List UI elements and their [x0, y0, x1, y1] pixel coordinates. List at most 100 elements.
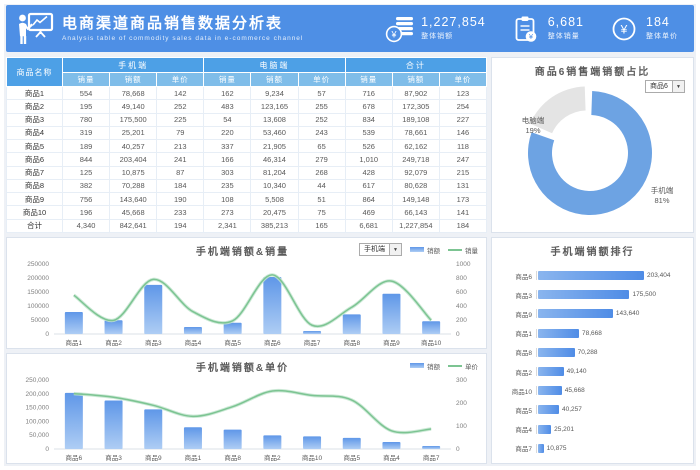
value-cell: 196	[61, 205, 111, 220]
value-cell: 215	[438, 165, 488, 180]
value-cell: 20,475	[250, 205, 299, 220]
ranking-row: 商品2 49,140	[500, 362, 687, 381]
value-cell: 172,305	[391, 99, 440, 114]
value-cell: 539	[344, 125, 393, 141]
value-cell: 254	[438, 99, 488, 114]
left-axis-tick: 50000	[31, 317, 49, 324]
value-cell: 252	[297, 112, 346, 127]
line-series	[73, 389, 432, 434]
bar	[422, 445, 441, 449]
ranking-bar-track: 203,404	[536, 271, 687, 281]
ranking-category-label: 商品6	[515, 273, 532, 281]
bar	[263, 277, 282, 334]
bar	[342, 314, 361, 334]
donut-title: 商品6销售端销额占比	[534, 67, 651, 78]
ranking-row: 商品8 70,288	[500, 343, 687, 362]
bar	[104, 400, 123, 449]
product-name-cell: 商品9	[6, 192, 63, 207]
product-filter-dropdown[interactable]: 商品6 ▼	[645, 80, 685, 93]
ranking-row: 商品9 143,640	[500, 304, 687, 323]
x-axis-label: 商品3	[145, 338, 162, 347]
legend-sales-amount: 销额	[410, 245, 440, 255]
value-cell: 233	[156, 205, 205, 220]
ranking-value-label: 70,288	[577, 348, 598, 356]
ranking-bar	[538, 367, 564, 377]
value-cell: 65	[297, 139, 346, 154]
banner-titles: 电商渠道商品销售数据分析表 Analysis table of commodit…	[62, 15, 303, 42]
x-axis-label: 商品2	[105, 338, 122, 347]
chevron-down-icon[interactable]: ▼	[389, 244, 401, 255]
bar	[382, 442, 401, 449]
product-name-cell: 商品2	[6, 99, 63, 114]
ranking-category-label: 商品3	[515, 292, 532, 300]
ranking-bar	[538, 347, 575, 357]
product-filter-value: 商品6	[650, 83, 668, 90]
value-cell: 184	[156, 178, 205, 194]
chart-unit-price-panel: 手机端销额&单价 销额 单价 0 50,000 100,000 150,000 200,…	[6, 353, 487, 464]
value-cell: 87	[156, 165, 205, 180]
right-axis-tick: 800	[456, 275, 467, 282]
clipboard-yen-icon: ¥	[512, 15, 542, 43]
bar	[183, 427, 202, 449]
ranking-category-label: 商品7	[515, 446, 532, 454]
channel-filter-value: 手机端	[364, 246, 385, 253]
page-title: 电商渠道商品销售数据分析表	[62, 15, 284, 32]
value-cell: 227	[438, 112, 488, 127]
right-axis-tick: 300	[456, 377, 467, 384]
left-axis-tick: 250000	[27, 261, 49, 268]
right-axis-tick: 1000	[456, 261, 471, 268]
value-cell: 716	[344, 85, 393, 101]
kpi-total-sales-volume: ¥ 6,681 整体销量	[512, 15, 584, 43]
left-axis-tick: 50,000	[29, 432, 49, 439]
x-axis-label: 商品2	[264, 453, 281, 462]
bar	[263, 435, 282, 449]
ranking-category-label: 商品1	[515, 331, 532, 339]
x-axis-label: 商品6	[66, 453, 83, 462]
value-cell: 78,661	[391, 125, 440, 141]
value-cell: 162	[203, 85, 252, 101]
ranking-value-label: 45,668	[564, 387, 585, 395]
value-cell: 4,340	[61, 218, 111, 234]
value-cell: 319	[61, 125, 111, 141]
value-cell: 141	[438, 205, 488, 220]
chevron-down-icon[interactable]: ▼	[672, 81, 684, 92]
ranking-bar	[538, 328, 579, 338]
left-axis-tick: 0	[45, 446, 49, 453]
kpi-value: 1,227,854	[421, 15, 486, 29]
x-axis-label: 商品3	[105, 453, 122, 462]
column-group-header: 手机端	[61, 57, 205, 73]
line-series	[73, 274, 432, 328]
ranking-bar-track: 25,201	[536, 424, 687, 434]
column-group-header: 合计	[344, 57, 488, 73]
value-cell: 678	[344, 99, 393, 114]
value-cell: 213	[156, 139, 205, 154]
column-sub-header: 单价	[438, 72, 488, 87]
total-row: 合计 4,340 842,641 194 2,341 385,213 165 6,681 1,2…	[6, 218, 488, 234]
value-cell: 118	[438, 139, 488, 154]
value-cell: 469	[344, 205, 393, 220]
kpi-average-unit-price: ¥ 184 整体单价	[610, 15, 678, 43]
value-cell: 5,508	[250, 192, 299, 207]
x-axis-label: 商品9	[145, 453, 162, 462]
value-cell: 21,905	[250, 139, 299, 154]
value-cell: 79	[156, 125, 205, 141]
table-row: 商品3 780 175,500 225 54 13,608 252 834 189,108 227	[6, 112, 488, 127]
channel-filter-dropdown[interactable]: 手机端 ▼	[359, 243, 402, 256]
chart-sales-volume: 0 50000 100000 150000 200000 250000 0 200 400 600…	[27, 261, 471, 347]
chart-sales-volume-panel: 手机端销额&销量 手机端 ▼ 销额 销量 0 50000 100000 150000 2…	[6, 237, 487, 349]
value-cell: 203,404	[109, 152, 158, 167]
ranking-category-label: 商品9	[515, 311, 532, 319]
kpi-value: 184	[646, 15, 670, 29]
ranking-bar-track: 143,640	[536, 309, 687, 319]
value-cell: 87,902	[391, 85, 440, 101]
value-cell: 273	[203, 205, 252, 220]
value-cell: 279	[297, 152, 346, 167]
kpi-total-sales-amount: ¥ 1,227,854 整体销额	[385, 15, 486, 43]
product-name-cell: 商品10	[6, 205, 63, 220]
column-group-header: 电脑端	[203, 57, 346, 73]
value-cell: 252	[156, 99, 205, 114]
sales-table-head: 商品名称 手机端 电脑端 合计 销量 销额 单价 销量 销额 单价 销量 销额 单价	[6, 57, 488, 87]
ranking-value-label: 175,500	[632, 291, 656, 299]
value-cell: 385,213	[250, 218, 299, 234]
